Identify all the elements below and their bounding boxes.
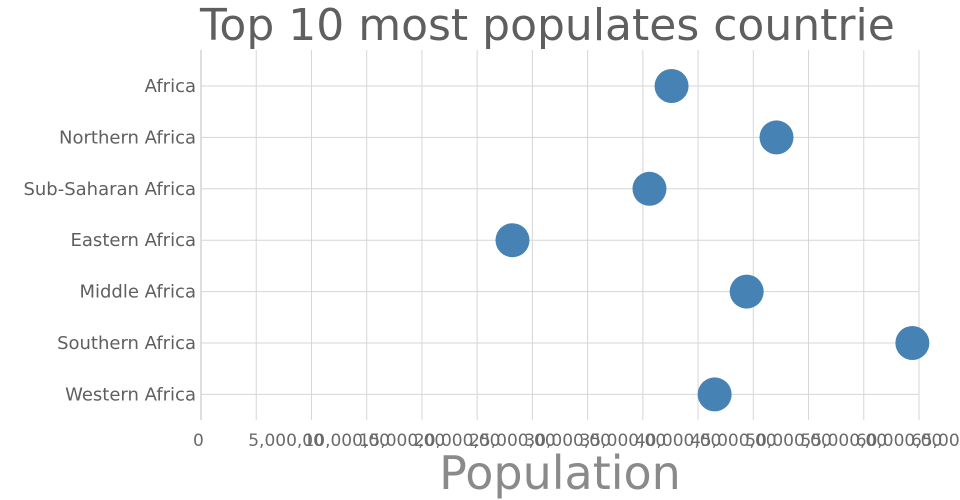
- x-axis-labels: 0 5,000,0010,000,0015,000,0020,000,0025,0…: [193, 431, 960, 451]
- y-tick-label: Middle Africa: [79, 282, 196, 303]
- x-tick-label: 40,000,00: [635, 431, 722, 451]
- scatter-point: [632, 171, 667, 206]
- scatter-point: [895, 326, 930, 360]
- x-tick-label: 25,000,00: [469, 431, 556, 451]
- x-tick-label: 55,000,00: [801, 431, 888, 451]
- x-tick-label: 65,000,00: [911, 431, 960, 451]
- grid-layer: [200, 50, 920, 420]
- x-tick-label: 15,000,00: [359, 431, 446, 451]
- scatter-point: [697, 377, 732, 412]
- y-tick-label: Southern Africa: [57, 333, 196, 354]
- data-points: [495, 69, 930, 412]
- x-tick-label: 30,000,00: [524, 431, 611, 451]
- x-tick-label: 60,000,00: [856, 431, 943, 451]
- chart-title: Top 10 most populates countrie: [199, 0, 895, 51]
- x-tick-label: 5,000,00: [248, 431, 324, 451]
- y-tick-label: Eastern Africa: [71, 230, 196, 251]
- scatter-point: [759, 120, 794, 155]
- scatter-point: [729, 274, 764, 309]
- scatter-point: [495, 223, 530, 258]
- y-tick-label: Africa: [145, 76, 196, 97]
- x-tick-label: 20,000,00: [414, 431, 501, 451]
- y-tick-label: Northern Africa: [59, 127, 196, 148]
- x-axis-title: Population: [439, 446, 681, 500]
- y-tick-label: Western Africa: [65, 384, 196, 405]
- x-tick-label: 50,000,00: [745, 431, 832, 451]
- y-axis-labels: Africa Northern Africa Sub-Saharan Africa E…: [23, 76, 196, 405]
- scatter-point: [654, 69, 689, 103]
- x-tick-label: 45,000,00: [690, 431, 777, 451]
- x-tick-label: 35,000,00: [580, 431, 667, 451]
- x-tick-label: 10,000,00: [303, 431, 390, 451]
- y-tick-label: Sub-Saharan Africa: [23, 179, 196, 200]
- x-tick-label: 0: [193, 431, 204, 451]
